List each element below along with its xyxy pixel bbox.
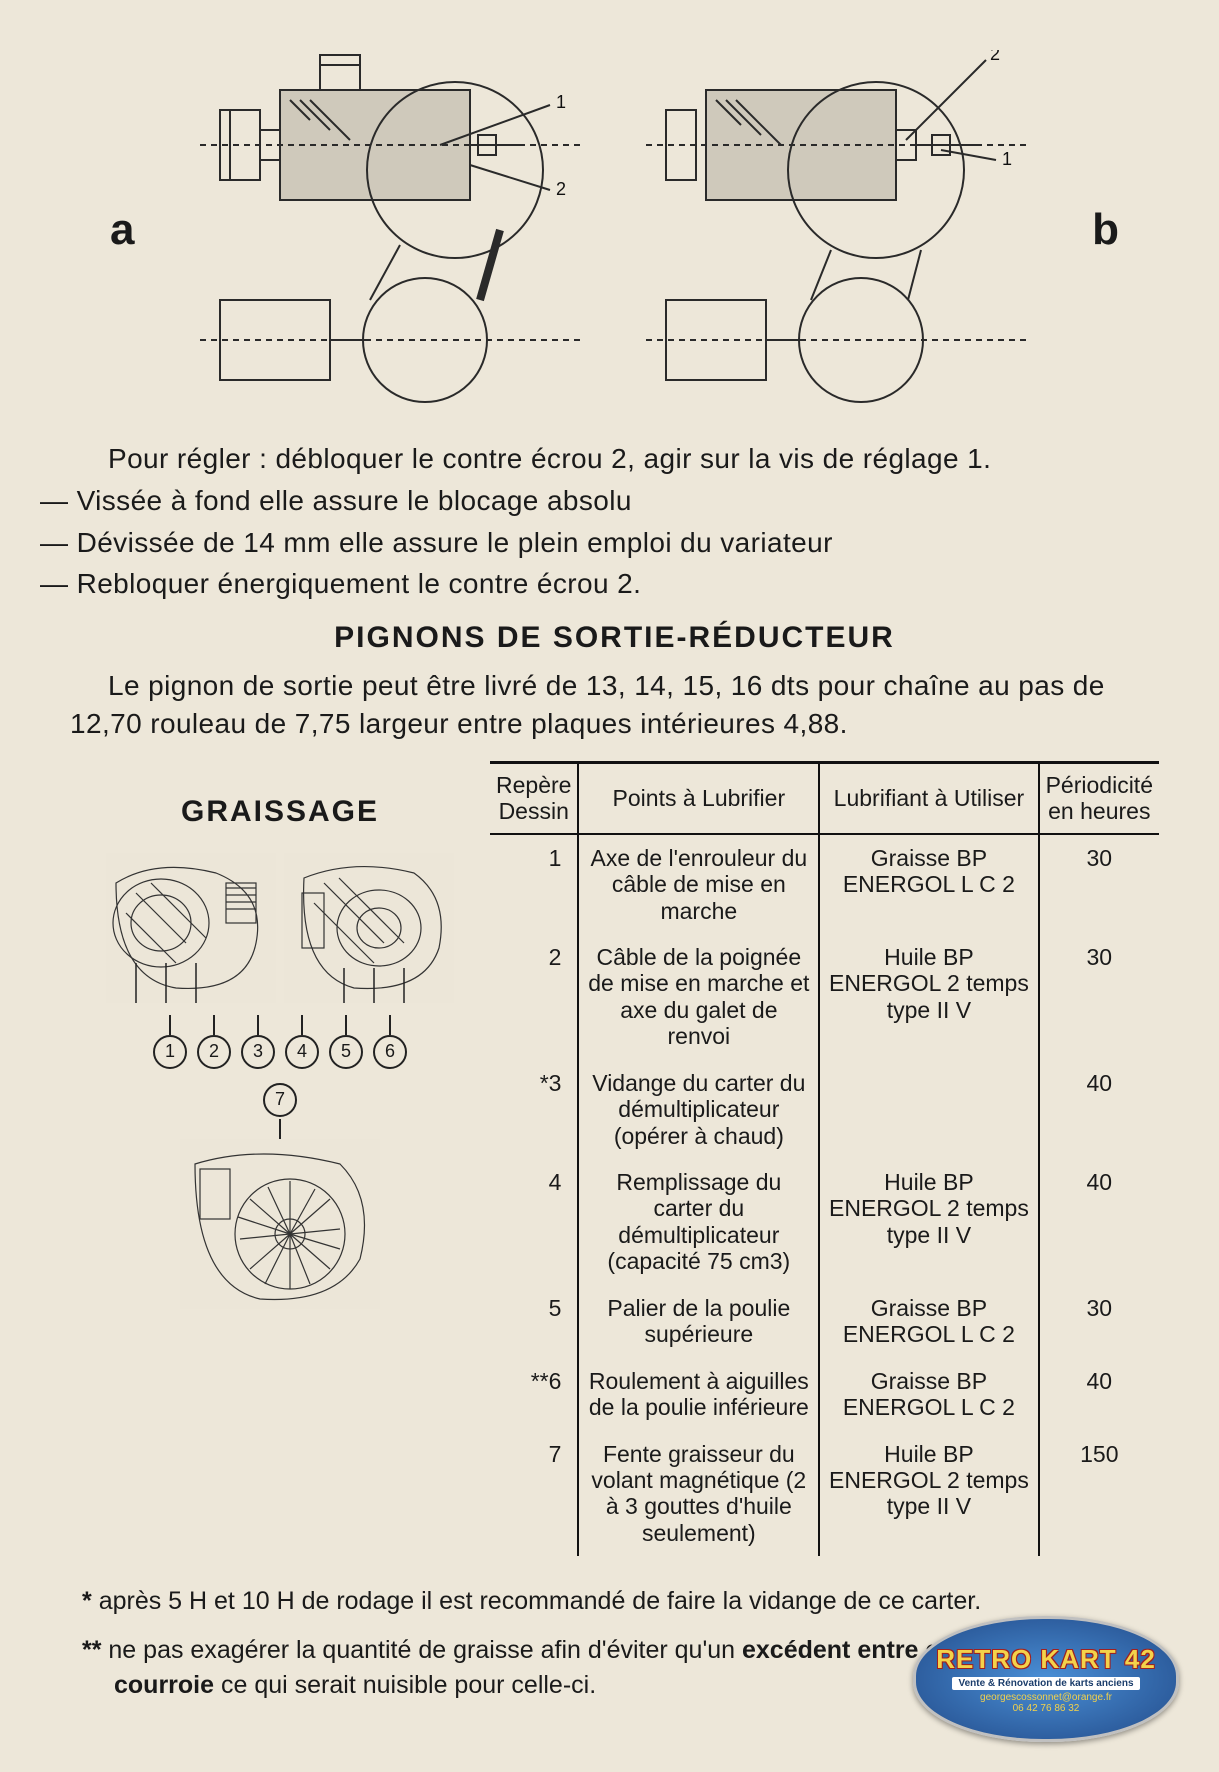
table-cell: Graisse BP ENERGOL L C 2 xyxy=(819,834,1038,934)
table-cell: Fente graisseur du volant magnétique (2 … xyxy=(578,1431,819,1557)
table-cell: 30 xyxy=(1039,934,1159,1060)
logo-title: RETRO KART 42 xyxy=(936,1644,1156,1675)
bullet-1: — Vissée à fond elle assure le blocage a… xyxy=(70,482,1159,520)
th-repere: Repère Dessin xyxy=(490,762,578,833)
diagram-b-callout-1: 1 xyxy=(1002,149,1012,169)
callout-4: 4 xyxy=(285,1035,319,1069)
callout-2: 2 xyxy=(197,1035,231,1069)
left-column: GRAISSAGE xyxy=(70,761,490,1557)
section-title-pignons: PIGNONS DE SORTIE-RÉDUCTEUR xyxy=(70,621,1159,655)
table-cell: Remplissage du carter du démultiplicateu… xyxy=(578,1159,819,1285)
table-cell: Graisse BP ENERGOL L C 2 xyxy=(819,1358,1038,1431)
engine-figures: 123456 7 xyxy=(70,853,490,1309)
paragraph-adjust: Pour régler : débloquer le contre écrou … xyxy=(70,440,1159,478)
table-cell: Huile BP ENERGOL 2 temps type II V xyxy=(819,1159,1038,1285)
diagram-label-b: b xyxy=(1092,205,1119,255)
table-cell: Vidange du carter du démultiplicateur (o… xyxy=(578,1060,819,1159)
bullet-2: — Dévissée de 14 mm elle assure le plein… xyxy=(70,524,1159,562)
th-points: Points à Lubrifier xyxy=(578,762,819,833)
th-periodicite: Périodicité en heures xyxy=(1039,762,1159,833)
paragraph-pignons: Le pignon de sortie peut être livré de 1… xyxy=(70,667,1159,743)
diagram-a-callout-2: 2 xyxy=(556,179,566,199)
engine-figure-right xyxy=(284,853,454,1003)
callout-1: 1 xyxy=(153,1035,187,1069)
table-cell: 40 xyxy=(1039,1159,1159,1285)
engine-figure-left xyxy=(106,853,276,1003)
table-cell: Câble de la poignée de mise en marche et… xyxy=(578,934,819,1060)
table-row: 4Remplissage du carter du démultiplicate… xyxy=(490,1159,1159,1285)
callout-6: 6 xyxy=(373,1035,407,1069)
two-column-section: GRAISSAGE xyxy=(70,761,1159,1557)
table-cell: 150 xyxy=(1039,1431,1159,1557)
lubrication-table: Repère Dessin Points à Lubrifier Lubrifi… xyxy=(490,761,1159,1557)
document-page: a xyxy=(0,0,1219,1772)
table-cell: 40 xyxy=(1039,1060,1159,1159)
table-cell xyxy=(819,1060,1038,1159)
table-cell: Roulement à aiguilles de la poulie infér… xyxy=(578,1358,819,1431)
table-cell: Axe de l'enrouleur du câble de mise en m… xyxy=(578,834,819,934)
table-row: 2Câble de la poignée de mise en marche e… xyxy=(490,934,1159,1060)
table-row: **6Roulement à aiguilles de la poulie in… xyxy=(490,1358,1159,1431)
table-cell: 1 xyxy=(490,834,578,934)
section-title-graissage: GRAISSAGE xyxy=(70,795,490,829)
callout-5: 5 xyxy=(329,1035,363,1069)
diagram-b: 2 1 xyxy=(646,50,1026,410)
diagram-b-callout-2: 2 xyxy=(990,50,1000,64)
table-row: *3Vidange du carter du démultiplicateur … xyxy=(490,1060,1159,1159)
retro-kart-logo: RETRO KART 42 Vente & Rénovation de kart… xyxy=(913,1616,1179,1742)
table-cell: Huile BP ENERGOL 2 temps type II V xyxy=(819,1431,1038,1557)
table-cell: 40 xyxy=(1039,1358,1159,1431)
diagram-label-a: a xyxy=(110,205,134,255)
bullet-3: — Rebloquer énergiquement le contre écro… xyxy=(70,565,1159,603)
right-column: Repère Dessin Points à Lubrifier Lubrifi… xyxy=(490,761,1159,1557)
logo-contact: georgescossonnet@orange.fr 06 42 76 86 3… xyxy=(980,1692,1112,1714)
table-row: 7Fente graisseur du volant magnétique (2… xyxy=(490,1431,1159,1557)
table-cell: Huile BP ENERGOL 2 temps type II V xyxy=(819,934,1038,1060)
diagram-a-callout-1: 1 xyxy=(556,92,566,112)
table-row: 5Palier de la poulie supérieureGraisse B… xyxy=(490,1285,1159,1358)
table-row: 1Axe de l'enrouleur du câble de mise en … xyxy=(490,834,1159,934)
th-lubrifiant: Lubrifiant à Utiliser xyxy=(819,762,1038,833)
callout-row: 123456 xyxy=(70,1015,490,1069)
diagram-a: 1 2 xyxy=(200,50,580,410)
diagram-row: a xyxy=(110,50,1119,410)
logo-subtitle: Vente & Rénovation de karts anciens xyxy=(952,1677,1139,1690)
table-cell: 7 xyxy=(490,1431,578,1557)
table-cell: 30 xyxy=(1039,1285,1159,1358)
table-cell: 5 xyxy=(490,1285,578,1358)
body-text-block-1: Pour régler : débloquer le contre écrou … xyxy=(70,440,1159,603)
callout-7: 7 xyxy=(263,1083,297,1117)
table-cell: Palier de la poulie supérieure xyxy=(578,1285,819,1358)
table-cell: *3 xyxy=(490,1060,578,1159)
table-cell: **6 xyxy=(490,1358,578,1431)
table-cell: 4 xyxy=(490,1159,578,1285)
table-cell: 2 xyxy=(490,934,578,1060)
body-text-block-2: Le pignon de sortie peut être livré de 1… xyxy=(70,667,1159,743)
table-cell: Graisse BP ENERGOL L C 2 xyxy=(819,1285,1038,1358)
table-cell: 30 xyxy=(1039,834,1159,934)
callout-3: 3 xyxy=(241,1035,275,1069)
footnote-1: * après 5 H et 10 H de rodage il est rec… xyxy=(70,1584,1159,1619)
engine-figure-bottom xyxy=(180,1139,380,1309)
